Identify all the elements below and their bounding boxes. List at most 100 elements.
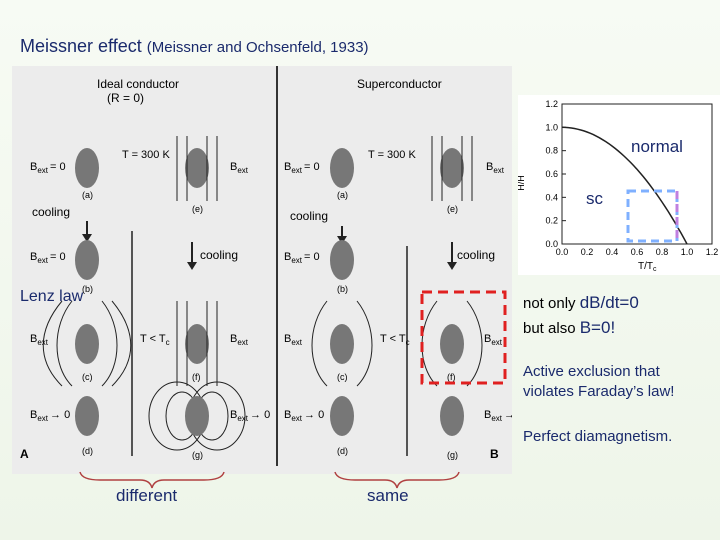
sample-c-left xyxy=(75,324,99,364)
note-active-exclusion-line1: Active exclusion that xyxy=(523,363,660,380)
label-bext-e: Bext xyxy=(230,161,249,175)
note-active-exclusion-line2: violates Faraday’s law! xyxy=(523,383,675,400)
label-bext-0-a: Bext = 0 xyxy=(30,161,66,175)
figure-label-b: B xyxy=(490,447,499,461)
cooling-arrowhead-4 xyxy=(447,262,457,270)
brace-different xyxy=(79,471,225,489)
header-ideal-R: (R = 0) xyxy=(107,91,144,105)
lenz-law-label: Lenz law xyxy=(20,288,84,305)
label-bext-sc-e: Bext xyxy=(486,161,505,175)
panel-e-left: (e) xyxy=(192,204,203,214)
note-dbdt-equation: dB/dt=0 xyxy=(579,293,639,312)
note-b-zero-prefix: but also xyxy=(523,320,580,337)
label-bext-arrow0-g-right: Bext→ 0 xyxy=(484,409,512,423)
label-bext-f-right: Bext xyxy=(484,333,503,347)
panel-g-left: (g) xyxy=(192,450,203,460)
graph-x-ticks: 0.0 0.2 0.4 0.6 0.8 1.0 1.2 xyxy=(556,247,719,257)
critical-field-graph: H/H 1.21.00.80.60.40.20.0 0.00.20.40.60.… xyxy=(518,95,720,275)
cooling-arrowhead-3 xyxy=(187,262,197,270)
red-dashed-box xyxy=(420,290,507,385)
sample-e-left xyxy=(185,148,209,188)
cooling-label-3: cooling xyxy=(200,248,238,262)
sample-d-right xyxy=(330,396,354,436)
panel-a-left: (a) xyxy=(82,190,93,200)
graph-y-label: H/H xyxy=(518,175,526,191)
graph-y-tick-label: 0.8 xyxy=(545,146,558,156)
blue-dashed-box xyxy=(626,189,679,243)
field-lines-e-left xyxy=(176,136,218,201)
panel-d-left: (d) xyxy=(82,446,93,456)
graph-x-tick-label: 0.0 xyxy=(556,247,569,257)
note-perfect-diamagnetism: Perfect diamagnetism. xyxy=(523,428,673,445)
field-lines-f-left xyxy=(176,301,218,386)
note-dbdt-prefix: not only xyxy=(523,295,580,312)
label-t300-right: T = 300 K xyxy=(368,149,416,161)
note-dbdt: not only dB/dt=0 xyxy=(523,293,639,313)
panel-b-left: (b) xyxy=(82,284,93,294)
panel-b-right: (b) xyxy=(337,284,348,294)
same-label: same xyxy=(367,486,409,505)
sample-c-right xyxy=(330,324,354,364)
cooling-arrowhead-1 xyxy=(82,234,92,242)
figure-label-a: A xyxy=(20,447,29,461)
graph-x-tick-label: 0.4 xyxy=(606,247,619,257)
header-superconductor: Superconductor xyxy=(357,77,442,91)
label-bext-arrow0-d-right: Bext → 0 xyxy=(284,409,324,423)
graph-background xyxy=(518,95,720,275)
sample-e-right xyxy=(440,148,464,188)
label-t-lt-tc-right: T < Tc xyxy=(380,333,410,347)
graph-x-label: T/Tc xyxy=(638,261,657,273)
graph-x-tick-label: 1.0 xyxy=(681,247,694,257)
panel-c-right: (c) xyxy=(337,372,348,382)
brace-same xyxy=(334,471,460,489)
panel-g-right: (g) xyxy=(447,450,458,460)
panel-f-right: (f) xyxy=(447,372,456,382)
sample-f-left xyxy=(185,324,209,364)
graph-y-tick-label: 0.2 xyxy=(545,216,558,226)
label-bext-arrow0-d-left: Bext → 0 xyxy=(30,409,70,423)
cooling-label-4: cooling xyxy=(457,248,495,262)
sample-f-right xyxy=(440,324,464,364)
title-citation: (Meissner and Ochsenfeld, 1933) xyxy=(146,39,369,56)
sample-g-right xyxy=(440,396,464,436)
label-bext-0-b-right: Bext = 0 xyxy=(284,251,320,265)
label-bext-c-right: Bext xyxy=(284,333,303,347)
label-bext-arrow0-g-left: Bext → 0 xyxy=(230,409,270,423)
sample-g-left xyxy=(185,396,209,436)
field-lines-c-left xyxy=(42,300,132,387)
panel-f-left: (f) xyxy=(192,372,201,382)
graph-y-tick-label: 1.2 xyxy=(545,99,558,109)
field-lines-c-right xyxy=(311,300,373,387)
cooling-label-1: cooling xyxy=(32,205,70,219)
graph-x-tick-label: 0.6 xyxy=(631,247,644,257)
sample-a-left xyxy=(75,148,99,188)
critical-field-curve xyxy=(561,126,688,245)
graph-y-tick-label: 0.0 xyxy=(545,239,558,249)
cooling-label-2: cooling xyxy=(290,209,328,223)
note-b-zero: but also B=0! xyxy=(523,318,615,338)
label-t-lt-tc-left: T < Tc xyxy=(140,333,170,347)
label-bext-f-left: Bext xyxy=(230,333,249,347)
graph-x-tick-label: 0.2 xyxy=(581,247,594,257)
note-b-zero-equation: B=0! xyxy=(579,318,616,337)
sc-label: sc xyxy=(586,189,603,208)
label-bext-c-left: Bext xyxy=(30,333,49,347)
header-ideal-conductor: Ideal conductor xyxy=(97,77,179,91)
graph-y-tick-label: 1.0 xyxy=(545,122,558,132)
panel-e-right: (e) xyxy=(447,204,458,214)
graph-y-tick-label: 0.6 xyxy=(545,169,558,179)
label-bext-0-b-left: Bext = 0 xyxy=(30,251,66,265)
panel-a-right: (a) xyxy=(337,190,348,200)
normal-label: normal xyxy=(631,137,683,156)
slide-title: Meissner effect (Meissner and Ochsenfeld… xyxy=(20,36,369,57)
sample-a-right xyxy=(330,148,354,188)
sample-b-right xyxy=(330,240,354,280)
label-bext-0-sc-a: Bext = 0 xyxy=(284,161,320,175)
panel-c-left: (c) xyxy=(82,372,93,382)
panel-d-right: (d) xyxy=(337,446,348,456)
different-label: different xyxy=(116,486,178,505)
field-lines-e-right xyxy=(431,136,473,201)
sample-b-left xyxy=(75,240,99,280)
meissner-figure: Ideal conductor (R = 0) Superconductor B… xyxy=(12,66,512,474)
